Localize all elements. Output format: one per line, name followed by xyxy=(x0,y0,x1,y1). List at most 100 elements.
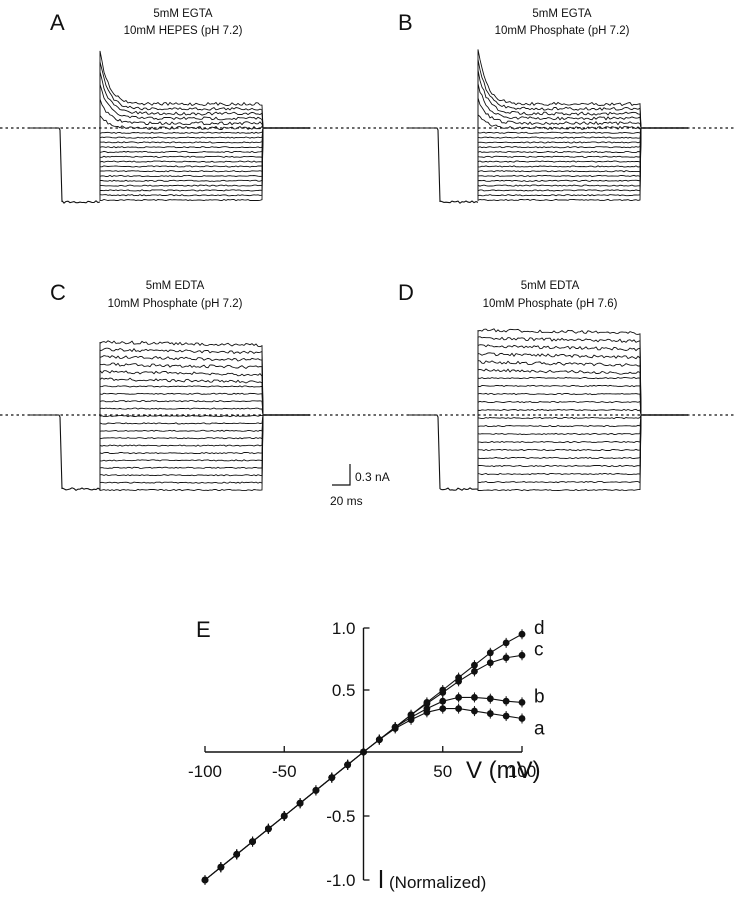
x-tick-label: -50 xyxy=(272,762,297,781)
data-point-d xyxy=(360,748,367,756)
current-trace xyxy=(477,392,642,416)
y-tick-label: -0.5 xyxy=(326,807,355,826)
panel-d-condition-line-2: 10mM Phosphate (pH 7.6) xyxy=(483,298,618,310)
current-trace xyxy=(99,127,264,197)
current-trace xyxy=(477,414,642,452)
data-point-d xyxy=(455,674,462,681)
data-point-d xyxy=(391,723,399,731)
current-trace xyxy=(477,414,642,428)
current-trace xyxy=(477,127,642,149)
iv-series: ab cd xyxy=(201,618,545,885)
x-tick-label: -100 xyxy=(188,762,222,781)
panel-a-condition-line-2: 10mM HEPES (pH 7.2) xyxy=(124,25,243,37)
current-trace xyxy=(99,392,264,416)
panel-b-traces xyxy=(408,49,688,204)
data-point-d xyxy=(249,838,256,845)
panel-a-traces xyxy=(30,50,310,204)
current-trace xyxy=(99,127,264,202)
series-label-a: a xyxy=(534,719,545,740)
current-trace xyxy=(477,127,642,173)
data-point-a xyxy=(518,715,526,722)
current-trace xyxy=(99,340,264,416)
scale-bar-lines xyxy=(332,464,351,486)
current-trace xyxy=(99,414,264,425)
current-trace xyxy=(99,127,264,187)
series-label-b: b xyxy=(534,686,545,707)
panel-a-condition-line-1: 5mM EGTA xyxy=(153,8,213,20)
current-trace xyxy=(477,127,642,178)
panel-letter-b: B xyxy=(398,10,413,35)
current-trace xyxy=(99,127,264,149)
current-trace xyxy=(477,414,642,484)
current-trace xyxy=(477,69,642,129)
panel-d: D 5mM EDTA 10mM Phosphate (pH 7.6) xyxy=(368,280,736,492)
current-trace xyxy=(99,127,264,192)
current-trace xyxy=(99,114,264,130)
current-trace xyxy=(99,414,264,447)
current-trace xyxy=(99,414,264,418)
panel-b: B 5mM EGTA 10mM Phosphate (pH 7.2) xyxy=(368,8,736,204)
data-point-d xyxy=(486,649,494,657)
current-trace xyxy=(99,127,264,182)
scale-bar-time-label: 20 ms xyxy=(330,494,363,508)
current-trace xyxy=(99,400,264,416)
current-trace xyxy=(99,414,264,432)
panel-c-traces xyxy=(30,340,310,492)
data-point-b xyxy=(502,697,510,705)
current-trace xyxy=(477,83,642,129)
current-trace xyxy=(99,127,264,154)
panel-d-condition-line-1: 5mM EDTA xyxy=(521,280,580,292)
current-trace xyxy=(99,98,264,129)
panel-b-condition-line-1: 5mM EGTA xyxy=(532,8,592,20)
current-trace xyxy=(99,84,264,129)
y-ticks: 1.0 0.5 -0.5 -1.0 xyxy=(326,619,370,890)
x-tick-label: 50 xyxy=(433,762,452,781)
current-trace xyxy=(477,328,642,416)
current-trace xyxy=(477,127,642,187)
current-trace xyxy=(477,376,642,416)
current-trace xyxy=(477,113,642,131)
current-trace xyxy=(477,414,642,476)
current-trace xyxy=(99,127,264,168)
panel-d-traces xyxy=(408,328,688,492)
data-point-a xyxy=(486,710,494,717)
panel-b-condition-line-2: 10mM Phosphate (pH 7.2) xyxy=(495,25,630,37)
current-trace xyxy=(99,362,264,416)
current-trace xyxy=(99,414,264,469)
current-trace xyxy=(99,414,264,484)
prepulse-trace xyxy=(408,127,479,204)
current-trace xyxy=(99,127,264,178)
current-trace xyxy=(99,414,264,477)
current-trace xyxy=(477,414,642,492)
current-trace xyxy=(477,127,642,168)
data-point-a xyxy=(502,712,510,720)
current-trace xyxy=(477,59,642,129)
data-point-b xyxy=(471,694,478,701)
panel-letter-d: D xyxy=(398,280,414,305)
current-trace xyxy=(99,414,264,492)
current-trace xyxy=(99,127,264,135)
series-label-d: d xyxy=(534,618,545,639)
current-trace xyxy=(99,385,264,416)
data-point-d xyxy=(296,799,304,807)
data-point-b xyxy=(455,694,462,701)
current-trace xyxy=(477,127,642,158)
current-trace xyxy=(477,414,642,468)
current-trace xyxy=(99,414,264,440)
x-ticks: -100 -50 50 100 xyxy=(188,746,536,781)
panel-letter-a: A xyxy=(50,10,65,35)
current-trace xyxy=(477,49,642,129)
current-trace xyxy=(477,400,642,416)
data-point-d xyxy=(201,876,209,884)
current-trace xyxy=(99,127,264,139)
current-trace xyxy=(477,414,642,420)
current-trace xyxy=(477,352,642,416)
data-point-d xyxy=(233,851,241,858)
x-axis-title: V (mV) xyxy=(466,757,541,784)
current-trace xyxy=(477,127,642,144)
data-point-d xyxy=(423,699,431,706)
data-point-d xyxy=(518,630,526,638)
current-trace xyxy=(99,50,264,129)
data-point-d xyxy=(265,825,272,833)
